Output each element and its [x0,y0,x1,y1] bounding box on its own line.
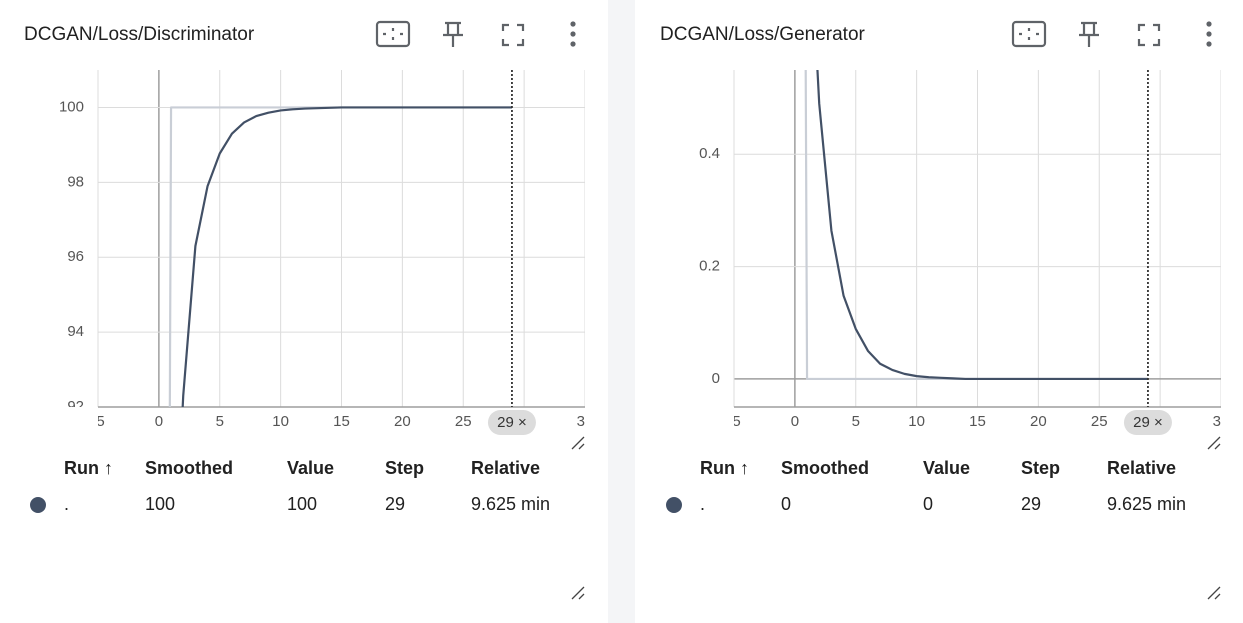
step-chip [487,410,536,435]
table-header: Value [923,458,970,478]
y-tick-label: 92 [67,398,84,415]
table-cell: 9.625 min [1107,494,1186,514]
table-header: Relative [1107,458,1176,478]
table-header: Smoothed [145,458,233,478]
y-tick-label: 0.4 [699,145,720,162]
more-button[interactable] [570,21,576,47]
table-cell: 100 [145,494,175,514]
table-cell: 0 [923,494,933,514]
lines [804,70,1148,381]
x-tick-label: 10 [272,413,289,430]
x-tick-label: -5 [91,413,104,430]
fullscreen-button[interactable] [501,23,525,47]
series-line [168,106,512,407]
toolbar [1011,20,1213,49]
table-cell: 9.625 min [471,494,550,514]
resize-handle [1207,586,1221,600]
toolbar [375,20,576,48]
lines [168,106,512,407]
x-tick-label: 15 [969,413,986,430]
x-tick-label: 35 [577,413,594,430]
table-cell: . [700,494,705,514]
y-tick-label: 100 [59,98,84,115]
x-tick-label: 5 [216,413,224,430]
step-chip [1123,410,1172,435]
y-tick-label: 98 [67,173,84,190]
table-header: Relative [471,458,540,478]
x-tick-label: 35 [1213,413,1230,430]
table-header: Run ↑ [700,458,749,478]
x-tick-label: 20 [1030,413,1047,430]
y-tick-label: 94 [67,323,84,340]
table-cell: 29 [1021,494,1041,514]
x-tick-label: 20 [394,413,411,430]
table-header: Smoothed [781,458,869,478]
table-header: Step [1021,458,1060,478]
resize-handle [571,436,585,450]
y-tick-label: 96 [67,248,84,265]
x-tick-label: 25 [455,413,472,430]
table-header: Step [385,458,424,478]
card-separator [608,0,635,623]
resize-handle [571,586,585,600]
table-cell: 100 [287,494,317,514]
pin-button[interactable] [443,21,463,47]
y-tick-label: 0 [712,370,720,387]
table-cell: 0 [781,494,791,514]
y-tick-labels: 92 94 96 98 100 [59,98,84,415]
x-tick-label: 0 [791,413,799,430]
card-title: DCGAN/Loss/Discriminator [24,24,255,45]
series-line [804,70,1148,381]
series-line [816,70,1148,381]
table-cell: 29 [385,494,405,514]
x-tick-label: 5 [852,413,860,430]
x-tick-label: 15 [333,413,350,430]
card-title: DCGAN/Loss/Generator [660,24,866,45]
step-chip-label: 29 × [497,414,527,431]
resize-handle [1207,436,1221,450]
table-cell: . [64,494,69,514]
run-color-dot [666,497,682,513]
run-color-dot [30,497,46,513]
step-chip-label: 29 × [1133,414,1163,431]
x-tick-label: -5 [727,413,740,430]
x-tick-label: 10 [908,413,925,430]
series-line [181,106,512,407]
x-tick-label: 0 [155,413,163,430]
x-tick-label: 25 [1091,413,1108,430]
y-tick-label: 0.2 [699,258,720,275]
fit-domain-button[interactable] [375,20,411,48]
y-tick-labels: 0 0.2 0.4 [699,145,720,387]
table-header: Run ↑ [64,458,113,478]
table-header: Value [287,458,334,478]
